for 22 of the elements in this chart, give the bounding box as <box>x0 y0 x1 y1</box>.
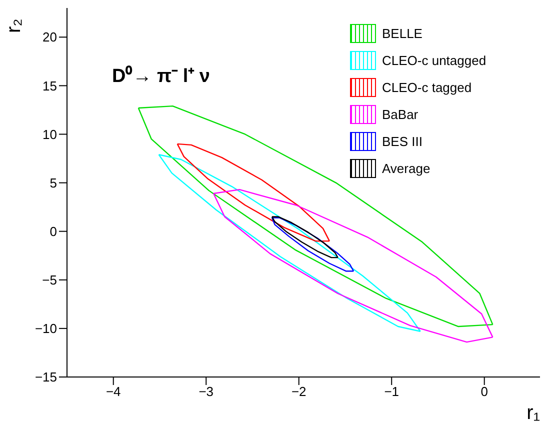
x-tick-label: 0 <box>480 384 488 400</box>
legend-label: BES III <box>382 134 422 149</box>
legend-label: BaBar <box>382 107 418 122</box>
x-tick-label: −3 <box>198 384 214 400</box>
legend-label: Average <box>382 161 430 176</box>
x-tick-label: −2 <box>291 384 306 400</box>
y-tick-label: 15 <box>42 78 57 94</box>
x-axis-title: r₁ <box>526 402 540 424</box>
x-tick-label: −4 <box>106 384 121 400</box>
y-tick-label: −10 <box>34 321 57 336</box>
y-tick-label: −5 <box>42 272 57 288</box>
y-tick-label: 20 <box>42 30 57 45</box>
y-tick-label: −15 <box>34 370 57 385</box>
y-axis-title: r₂ <box>3 18 26 33</box>
y-tick-label: 5 <box>50 175 57 190</box>
y-tick-label: 10 <box>42 126 57 142</box>
legend-label: CLEO-c tagged <box>382 80 472 95</box>
x-tick-label: −1 <box>384 384 400 400</box>
legend-label: BELLE <box>382 26 422 41</box>
text: D⁰→ π⁻ l⁺ ν <box>112 65 210 87</box>
legend-label: CLEO-c untagged <box>382 53 486 68</box>
y-tick-label: 0 <box>50 224 57 239</box>
